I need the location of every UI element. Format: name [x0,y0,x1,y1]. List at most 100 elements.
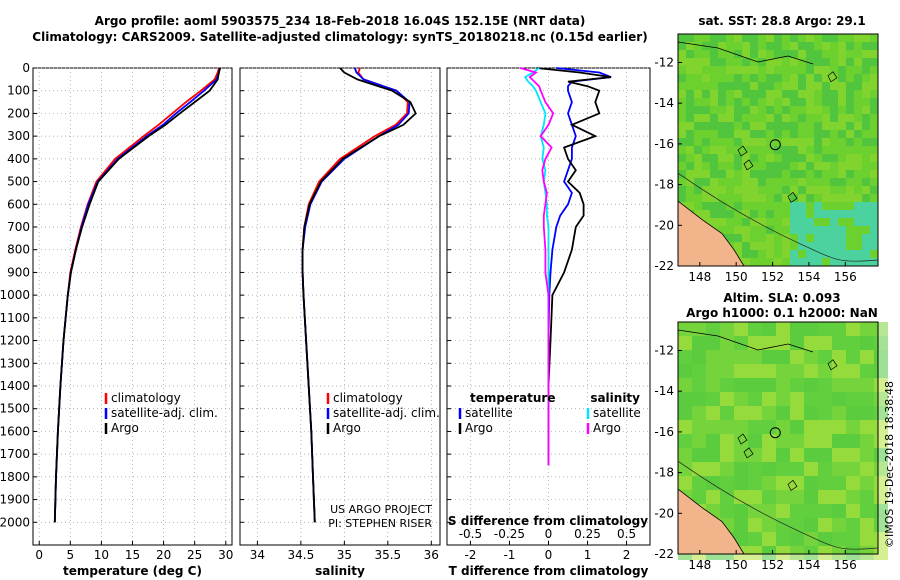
x-tick-label: 2 [623,548,631,562]
map-cell [822,226,830,234]
map-cell [790,258,798,266]
map-cell [678,146,686,154]
map-cell [742,58,750,66]
map-cell [776,322,790,336]
map-cell [702,178,710,186]
map-cell [818,532,832,546]
map-cell [818,546,832,560]
map-cell [766,162,774,170]
map-cell [838,218,846,226]
map-cell [846,218,854,226]
map-cell [776,350,790,364]
map-cell [702,58,710,66]
map-cell [718,98,726,106]
map-cell [862,202,870,210]
map-cell [750,210,758,218]
map-cell [678,42,686,50]
map-cell [860,448,874,462]
map-cell [860,392,874,406]
map-cell [782,106,790,114]
map-cell [774,66,782,74]
map-cell [694,42,702,50]
x-axis-label: T difference from climatology [449,564,649,578]
map-cell [678,170,686,178]
map-cell [860,420,874,434]
map-cell [726,234,734,242]
map-cell [870,242,878,250]
map-cell [758,186,766,194]
map-cell [678,420,692,434]
map-cell [718,186,726,194]
map-cell [830,82,838,90]
map-cell [862,50,870,58]
map-cell [846,34,854,42]
map-cell [822,154,830,162]
float-location-marker [769,427,781,439]
sla-map-title1: Altim. SLA: 0.093 [723,291,840,305]
map-cell [678,66,686,74]
map-cell [854,114,862,122]
map-cell [774,114,782,122]
legend-label: climatology [111,391,181,405]
map-cell [818,378,832,392]
y-tick-label: 1600 [0,424,30,438]
map-cell [726,34,734,42]
map-cell [806,218,814,226]
credit-line1: US ARGO PROJECT [330,503,432,516]
map-cell [804,546,818,560]
map-cell [854,130,862,138]
map-cell [822,138,830,146]
map-cell [814,162,822,170]
map-cell [734,476,748,490]
y-tick-label: 1700 [0,447,30,461]
map-cell [782,42,790,50]
map-cell [846,364,860,378]
series-line-argo [301,67,417,523]
map-cell [726,82,734,90]
legend-title-salinity: salinity [590,391,640,405]
map-cell [734,42,742,50]
map-cell [742,194,750,202]
map-cell [726,122,734,130]
map-cell [692,392,706,406]
map-cell [790,218,798,226]
map-cell [798,74,806,82]
map-cell [782,146,790,154]
map-cell [832,476,846,490]
map-cell [678,34,686,42]
map-cell [846,462,860,476]
map-cell [686,42,694,50]
map-cell [838,50,846,58]
map-cell [706,350,720,364]
map-cell [750,138,758,146]
map-cell [758,194,766,202]
y-tick-label: 100 [7,84,30,98]
map-cell [718,34,726,42]
map-cell [846,138,854,146]
map-cell [822,162,830,170]
map-cell [774,34,782,42]
map-cell [726,42,734,50]
map-cell [798,34,806,42]
map-cell [790,98,798,106]
map-cell [776,420,790,434]
map-cell [838,258,846,266]
map-cell [762,420,776,434]
map-cell [798,154,806,162]
x-tick-label: 35 [337,548,352,562]
map-cell [678,364,692,378]
map-cell [766,258,774,266]
map-cell [790,58,798,66]
map-cell [862,106,870,114]
map-cell [874,364,888,378]
map-cell [782,66,790,74]
map-cell [870,178,878,186]
map-cell [860,532,874,546]
map-cell [758,154,766,162]
map-cell [832,504,846,518]
map-cell [790,42,798,50]
map-cell [702,90,710,98]
x-tick-label: 15 [125,548,140,562]
map-cell [806,66,814,74]
map-cell [726,138,734,146]
